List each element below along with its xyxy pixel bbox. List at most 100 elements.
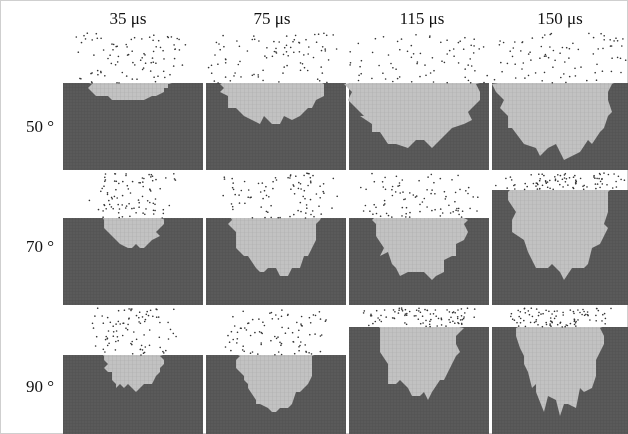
particle [125, 173, 127, 175]
particle [290, 174, 292, 176]
particle [531, 307, 533, 309]
particle [250, 352, 252, 354]
particle [525, 326, 527, 328]
particle [286, 35, 288, 37]
particle [144, 54, 146, 56]
particle [304, 344, 306, 346]
particle [398, 312, 400, 314]
particle [577, 309, 579, 311]
particle [510, 316, 512, 318]
particle [298, 346, 300, 348]
particle [601, 320, 603, 322]
particle [138, 202, 140, 204]
particle [575, 183, 577, 185]
particle [105, 179, 107, 181]
particle [575, 75, 577, 77]
particle [528, 75, 530, 77]
particle [300, 323, 302, 325]
particle [537, 188, 539, 190]
particle [130, 308, 132, 310]
particle [621, 45, 623, 47]
particle [304, 67, 306, 69]
particle [460, 319, 462, 321]
particle [117, 340, 119, 342]
particle [548, 57, 550, 59]
particle [281, 309, 283, 311]
particle [297, 336, 299, 338]
particle [569, 76, 571, 78]
particle [271, 312, 273, 314]
particle [399, 182, 401, 184]
particle [574, 175, 576, 177]
particle [249, 197, 251, 199]
particle [258, 318, 260, 320]
particle [579, 312, 581, 314]
particle [520, 322, 522, 324]
particle [232, 316, 234, 318]
particle [81, 42, 83, 44]
particle [599, 187, 601, 189]
particle [546, 324, 548, 326]
particle [499, 44, 501, 46]
particle [239, 202, 241, 204]
particle [270, 340, 272, 342]
particle [434, 209, 436, 211]
particle [593, 37, 595, 39]
particle [236, 40, 238, 42]
column-header: 75 μs [254, 9, 291, 28]
particle [567, 184, 569, 186]
particle [127, 324, 129, 326]
particle [552, 82, 554, 84]
particle [232, 187, 234, 189]
particle [399, 192, 401, 194]
particle [320, 213, 322, 215]
particle [598, 310, 600, 312]
particle [133, 207, 135, 209]
particle [474, 70, 476, 72]
particle [290, 188, 292, 190]
particle [435, 309, 437, 311]
particle [168, 338, 170, 340]
particle [433, 313, 435, 315]
particle [407, 51, 409, 53]
particle [523, 320, 525, 322]
particle [103, 49, 105, 51]
particle [296, 322, 298, 324]
particle [307, 70, 309, 72]
particle [396, 176, 398, 178]
particle [386, 213, 388, 215]
particle [130, 192, 132, 194]
particle [559, 184, 561, 186]
particle [433, 70, 435, 72]
particle [469, 58, 471, 60]
particle [173, 65, 175, 67]
particle [112, 208, 114, 210]
particle [321, 334, 323, 336]
particle [224, 176, 226, 178]
particle [617, 40, 619, 42]
particle [336, 48, 338, 50]
particle [409, 216, 411, 218]
particle [624, 179, 626, 181]
particle [286, 65, 288, 67]
particle [116, 330, 118, 332]
particle [286, 45, 288, 47]
particle [542, 37, 544, 39]
particle [230, 350, 232, 352]
particle [581, 314, 583, 316]
particle [573, 311, 575, 313]
particle [281, 327, 283, 329]
particle [422, 201, 424, 203]
particle [375, 207, 377, 209]
particle [254, 332, 256, 334]
particle [402, 310, 404, 312]
particle [266, 211, 268, 213]
particle [102, 210, 104, 212]
particle [125, 207, 127, 209]
particle [573, 176, 575, 178]
particle [114, 196, 116, 198]
particle [467, 193, 469, 195]
particle [311, 353, 313, 355]
particle [148, 174, 150, 176]
particle [223, 46, 225, 48]
